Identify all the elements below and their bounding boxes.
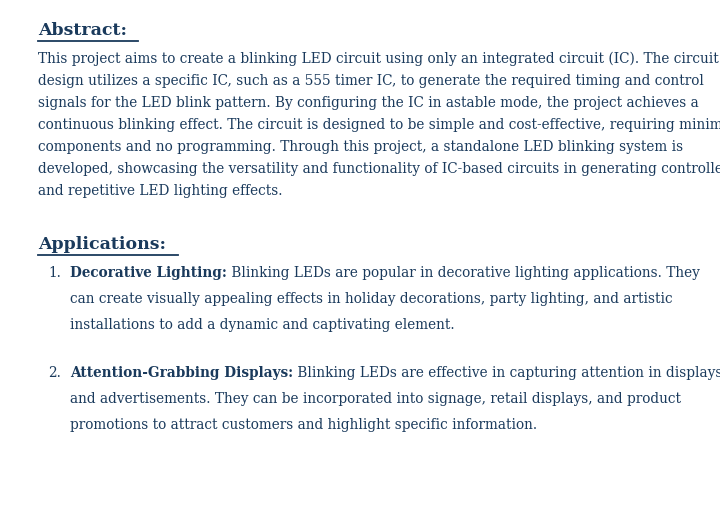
Text: 2.: 2.: [48, 366, 61, 380]
Text: installations to add a dynamic and captivating element.: installations to add a dynamic and capti…: [70, 318, 454, 332]
Text: components and no programming. Through this project, a standalone LED blinking s: components and no programming. Through t…: [38, 140, 683, 154]
Text: developed, showcasing the versatility and functionality of IC-based circuits in : developed, showcasing the versatility an…: [38, 162, 720, 176]
Text: and repetitive LED lighting effects.: and repetitive LED lighting effects.: [38, 184, 282, 198]
Text: Abstract:: Abstract:: [38, 22, 127, 39]
Text: continuous blinking effect. The circuit is designed to be simple and cost-effect: continuous blinking effect. The circuit …: [38, 118, 720, 132]
Text: and advertisements. They can be incorporated into signage, retail displays, and : and advertisements. They can be incorpor…: [70, 392, 681, 406]
Text: Applications:: Applications:: [38, 236, 166, 253]
Text: This project aims to create a blinking LED circuit using only an integrated circ: This project aims to create a blinking L…: [38, 52, 719, 67]
Text: signals for the LED blink pattern. By configuring the IC in astable mode, the pr: signals for the LED blink pattern. By co…: [38, 96, 698, 110]
Text: Blinking LEDs are popular in decorative lighting applications. They: Blinking LEDs are popular in decorative …: [227, 266, 700, 280]
Text: promotions to attract customers and highlight specific information.: promotions to attract customers and high…: [70, 418, 537, 432]
Text: Attention-Grabbing Displays:: Attention-Grabbing Displays:: [70, 366, 293, 380]
Text: Blinking LEDs are effective in capturing attention in displays: Blinking LEDs are effective in capturing…: [293, 366, 720, 380]
Text: can create visually appealing effects in holiday decorations, party lighting, an: can create visually appealing effects in…: [70, 292, 672, 306]
Text: design utilizes a specific IC, such as a 555 timer IC, to generate the required : design utilizes a specific IC, such as a…: [38, 74, 704, 88]
Text: Decorative Lighting:: Decorative Lighting:: [70, 266, 227, 280]
Text: 1.: 1.: [48, 266, 61, 280]
